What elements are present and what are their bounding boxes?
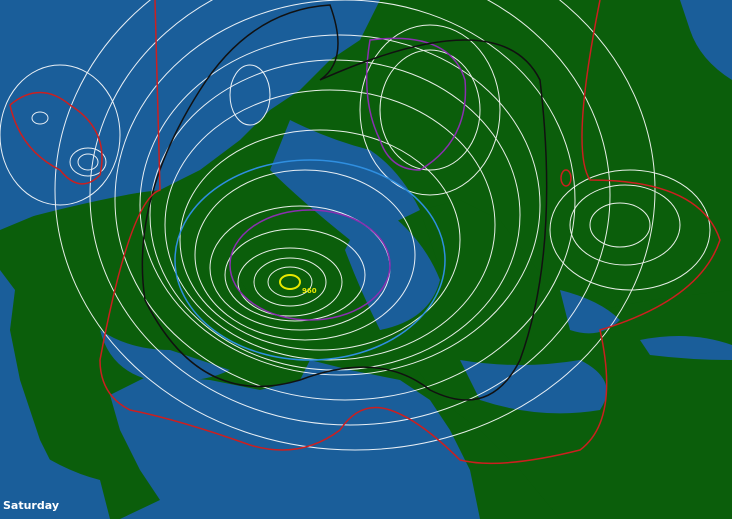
isobars [0,0,711,451]
contour-980-north [365,37,467,171]
contour-990 [174,159,446,361]
contour-1020-west [9,91,103,185]
low-center-label: 960 [302,287,317,295]
contour-1020 [99,0,721,465]
contour-1000 [141,4,548,401]
contour-980 [229,209,391,321]
land-arctic-islands [240,210,370,320]
day-label: Saturday [3,499,59,512]
land-europe [410,200,732,519]
low-center-contour [279,274,301,290]
contour-1020-small [560,169,572,187]
